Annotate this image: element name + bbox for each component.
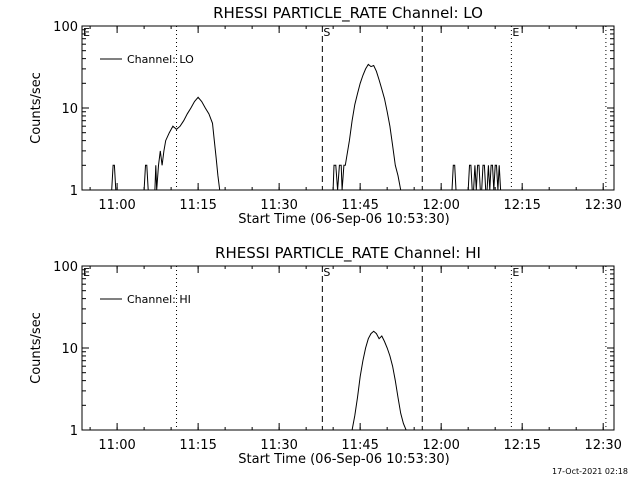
y-axis-label: Counts/sec bbox=[29, 312, 44, 384]
plot-frame bbox=[81, 25, 615, 191]
x-tick-label: 11:15 bbox=[179, 198, 216, 213]
legend-label: Channel: LO bbox=[127, 53, 194, 66]
chart-title: RHESSI PARTICLE_RATE Channel: LO bbox=[213, 4, 483, 23]
x-tick-label: 12:30 bbox=[584, 198, 621, 213]
series-line bbox=[82, 330, 614, 431]
marker-label: S bbox=[323, 266, 330, 279]
x-tick-label: 12:00 bbox=[422, 198, 459, 213]
y-tick-label: 10 bbox=[61, 102, 78, 117]
x-tick-label: 12:15 bbox=[503, 438, 540, 453]
x-tick-label: 11:30 bbox=[260, 198, 297, 213]
marker-label: E bbox=[512, 266, 519, 279]
marker-label: E bbox=[83, 26, 90, 39]
y-tick-label: 1 bbox=[70, 184, 78, 199]
plot-frame bbox=[81, 265, 615, 431]
marker-label: S bbox=[323, 26, 330, 39]
chart-title: RHESSI PARTICLE_RATE Channel: HI bbox=[215, 244, 481, 263]
y-tick-label: 100 bbox=[53, 260, 78, 275]
marker-label: E bbox=[512, 26, 519, 39]
footer-timestamp: 17-Oct-2021 02:18 bbox=[552, 467, 628, 476]
chart-panel-2: RHESSI PARTICLE_RATE Channel: HI 11:00 11:… bbox=[29, 244, 622, 467]
x-axis-label: Start Time (06-Sep-06 10:53:30) bbox=[238, 452, 449, 467]
x-tick-label: 12:15 bbox=[503, 198, 540, 213]
x-tick-label: 11:15 bbox=[179, 438, 216, 453]
y-tick-label: 1 bbox=[70, 424, 78, 439]
y-axis-label: Counts/sec bbox=[29, 72, 44, 144]
x-tick-label: 12:30 bbox=[584, 438, 621, 453]
marker-label: E bbox=[83, 266, 90, 279]
x-tick-label: 11:00 bbox=[98, 438, 135, 453]
x-axis-label: Start Time (06-Sep-06 10:53:30) bbox=[238, 212, 449, 227]
y-tick-label: 100 bbox=[53, 20, 78, 35]
chart-panel-1: RHESSI PARTICLE_RATE Channel: LO 11:00 11:… bbox=[29, 4, 622, 227]
x-tick-label: 12:00 bbox=[422, 438, 459, 453]
x-tick-label: 11:00 bbox=[98, 198, 135, 213]
x-tick-label: 11:45 bbox=[341, 198, 378, 213]
x-tick-label: 11:30 bbox=[260, 438, 297, 453]
legend-label: Channel: HI bbox=[127, 293, 191, 306]
x-tick-label: 11:45 bbox=[341, 438, 378, 453]
series-line bbox=[82, 63, 614, 191]
y-tick-label: 10 bbox=[61, 342, 78, 357]
